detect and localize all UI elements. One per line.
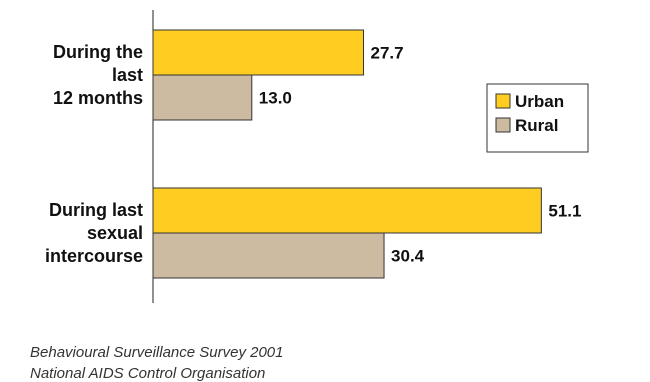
category-label-0-1: last (112, 65, 143, 85)
value-label-rural-0: 13.0 (259, 89, 292, 108)
source-line-1: Behavioural Surveillance Survey 2001 (30, 344, 284, 361)
value-label-urban-0: 27.7 (371, 44, 404, 63)
category-label-1-2: intercourse (45, 246, 143, 266)
bar-rural-1 (152, 232, 385, 279)
category-label-1-0: During last (49, 200, 143, 220)
legend-swatch-urban (495, 93, 511, 109)
legend-swatch-rural (495, 117, 511, 133)
value-label-rural-1: 30.4 (391, 247, 425, 266)
category-label-0-2: 12 months (53, 88, 143, 108)
category-label-1-1: sexual (87, 223, 143, 243)
source-line-2: National AIDS Control Organisation (30, 365, 266, 382)
legend-label-urban: Urban (515, 92, 564, 111)
bar-urban-0 (152, 29, 365, 76)
legend-label-rural: Rural (515, 116, 558, 135)
category-label-0-0: During the (53, 42, 143, 62)
value-label-urban-1: 51.1 (548, 202, 581, 221)
bar-urban-1 (152, 187, 542, 234)
bar-rural-0 (152, 74, 253, 121)
legend: Urban Rural (486, 83, 589, 153)
